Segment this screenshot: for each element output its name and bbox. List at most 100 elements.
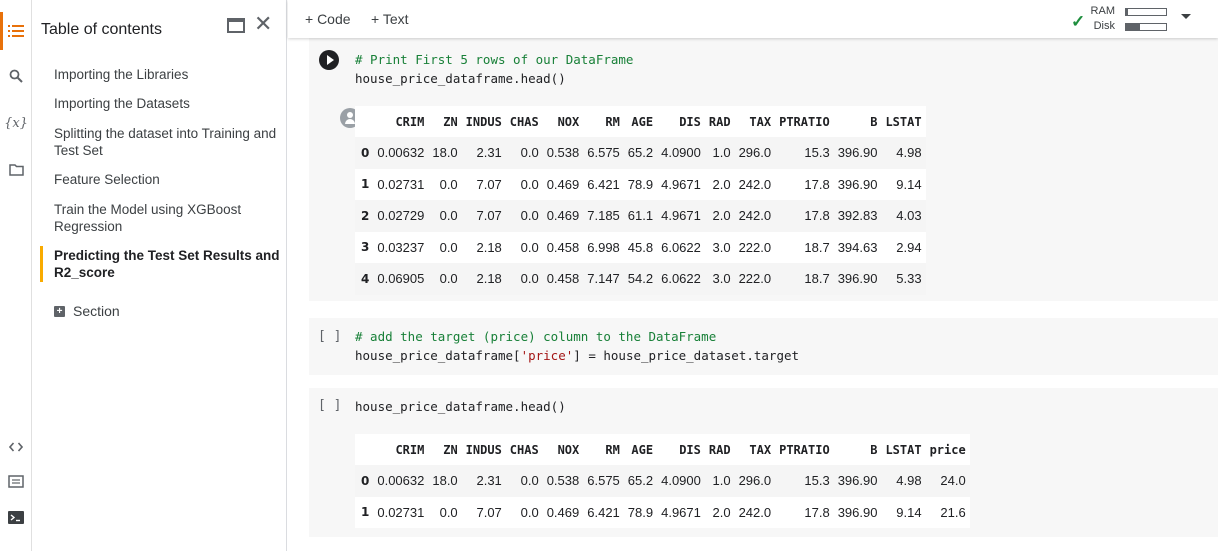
add-section-button[interactable]: + Section	[54, 303, 120, 319]
plus-box-icon: +	[54, 305, 65, 317]
table-cell: 18.7	[775, 263, 834, 295]
run-cell-bracket[interactable]: [ ]	[318, 329, 342, 344]
table-cell: 0.538	[542, 465, 584, 497]
table-cell: 6.421	[583, 496, 624, 528]
table-cell: 3.0	[704, 231, 735, 263]
table-row: 2 0.02729 0.0 7.07 0.0 0.469 7.185 61.1 4.9671 2.…	[355, 200, 926, 232]
table-cell: 0.0	[505, 168, 543, 200]
code-text: house_price_dataframe['price'] = house_p…	[355, 346, 799, 365]
chevron-down-icon[interactable]	[1181, 14, 1191, 19]
table-cell: 2.0	[704, 496, 735, 528]
table-cell: 7.07	[461, 168, 506, 200]
code-cell-1[interactable]: # Print First 5 rows of our DataFrame ho…	[309, 38, 1218, 301]
table-row: 1 0.02731 0.0 7.07 0.0 0.469 6.421 78.9 4.9671 2.…	[355, 168, 926, 200]
search-icon[interactable]	[6, 66, 26, 86]
add-code-button[interactable]: + Code	[305, 11, 351, 27]
table-cell: 9.14	[881, 496, 926, 528]
column-header: INDUS	[461, 106, 506, 137]
column-header	[355, 434, 374, 465]
table-cell: 396.90	[833, 496, 882, 528]
table-cell: 18.7	[775, 231, 834, 263]
resources-indicator[interactable]: ✓ RAM Disk	[1071, 4, 1191, 34]
table-cell: 7.07	[461, 496, 506, 528]
table-row: 0 0.00632 18.0 2.31 0.0 0.538 6.575 65.2 4.0900 1…	[355, 137, 926, 169]
disk-usage-fill	[1126, 24, 1140, 30]
table-cell: 0.06905	[373, 263, 429, 295]
column-header: PTRATIO	[775, 106, 834, 137]
table-cell: 17.8	[775, 496, 834, 528]
dataframe-output-1: CRIM ZN INDUS CHAS NOX RM AGE DIS RAD TAX PTRATIO B…	[355, 106, 926, 295]
table-cell: 396.90	[833, 137, 882, 169]
table-cell: 2.0	[704, 168, 735, 200]
run-cell-button[interactable]	[319, 50, 339, 70]
table-cell: 15.3	[775, 465, 834, 497]
table-cell: 4.0900	[657, 465, 705, 497]
left-icon-rail: {x}	[0, 0, 32, 551]
variables-icon[interactable]: {x}	[4, 115, 28, 131]
table-cell: 0.0	[505, 231, 543, 263]
column-header: LSTAT	[881, 434, 926, 465]
row-index: 0	[355, 465, 374, 497]
table-row: 3 0.03237 0.0 2.18 0.0 0.458 6.998 45.8 6.0622 3.…	[355, 231, 926, 263]
table-cell: 296.0	[734, 137, 776, 169]
table-cell: 4.0900	[657, 137, 705, 169]
table-cell: 0.0	[428, 231, 462, 263]
table-cell: 2.18	[461, 263, 506, 295]
command-palette-icon[interactable]	[6, 471, 26, 491]
rail-active-indicator	[0, 12, 3, 50]
table-cell: 242.0	[734, 496, 776, 528]
connected-check-icon: ✓	[1071, 12, 1086, 31]
table-cell: 7.147	[583, 263, 624, 295]
table-cell: 61.1	[623, 200, 658, 232]
toc-item-feature-selection[interactable]: Feature Selection	[54, 172, 160, 187]
code-part: ] = house_price_dataset.target	[573, 348, 800, 363]
table-cell: 3.0	[704, 263, 735, 295]
terminal-icon[interactable]	[6, 507, 26, 527]
open-in-window-icon[interactable]	[227, 18, 245, 33]
column-header: INDUS	[461, 434, 506, 465]
toc-item-splitting-dataset[interactable]: Splitting the dataset into Training and …	[54, 126, 277, 158]
toc-item-importing-libraries[interactable]: Importing the Libraries	[54, 67, 189, 82]
folder-icon[interactable]	[6, 160, 26, 180]
code-cell-3[interactable]: [ ] house_price_dataframe.head() CRIM ZN I…	[309, 388, 1218, 537]
row-index: 1	[355, 168, 374, 200]
table-cell: 222.0	[734, 231, 776, 263]
column-header	[355, 106, 374, 137]
code-snippets-icon[interactable]	[6, 437, 26, 457]
table-cell: 54.2	[623, 263, 658, 295]
table-cell: 17.8	[775, 168, 834, 200]
code-part: house_price_dataframe[	[355, 348, 521, 363]
code-string: 'price'	[520, 348, 574, 363]
table-of-contents-icon[interactable]	[6, 21, 26, 41]
table-cell: 0.00632	[373, 465, 429, 497]
table-cell: 4.9671	[657, 496, 705, 528]
table-cell: 1.0	[704, 137, 735, 169]
table-cell: 5.33	[881, 263, 926, 295]
code-text: house_price_dataframe.head()	[355, 71, 566, 86]
column-header: CRIM	[373, 434, 429, 465]
column-header: NOX	[542, 434, 584, 465]
run-cell-bracket[interactable]: [ ]	[318, 398, 342, 413]
code-cell-2[interactable]: [ ] # add the target (price) column to t…	[309, 318, 1218, 375]
disk-usage-bar	[1125, 23, 1167, 31]
toc-item-predicting-results[interactable]: Predicting the Test Set Results and R2_s…	[54, 248, 280, 280]
toc-item-train-model[interactable]: Train the Model using XGBoost Regression	[54, 202, 242, 234]
table-cell: 7.07	[461, 200, 506, 232]
add-text-button[interactable]: + Text	[371, 11, 409, 27]
column-header: PTRATIO	[775, 434, 834, 465]
table-cell: 1.0	[704, 465, 735, 497]
table-cell: 4.98	[881, 137, 926, 169]
table-cell: 396.90	[833, 168, 882, 200]
table-cell: 6.575	[583, 137, 624, 169]
column-header: TAX	[734, 106, 776, 137]
toc-active-indicator	[40, 246, 43, 282]
table-cell: 18.0	[428, 465, 462, 497]
toc-item-importing-datasets[interactable]: Importing the Datasets	[54, 96, 190, 111]
notebook-toolbar: + Code + Text ✓ RAM Disk	[288, 0, 1218, 38]
table-cell: 0.0	[428, 263, 462, 295]
close-icon[interactable]: ✕	[254, 11, 273, 36]
table-of-contents-panel: Table of contents ✕ Importing the Librar…	[32, 0, 287, 551]
ram-label: RAM	[1090, 5, 1115, 17]
table-cell: 15.3	[775, 137, 834, 169]
code-text: house_price_dataframe.head()	[355, 399, 566, 414]
